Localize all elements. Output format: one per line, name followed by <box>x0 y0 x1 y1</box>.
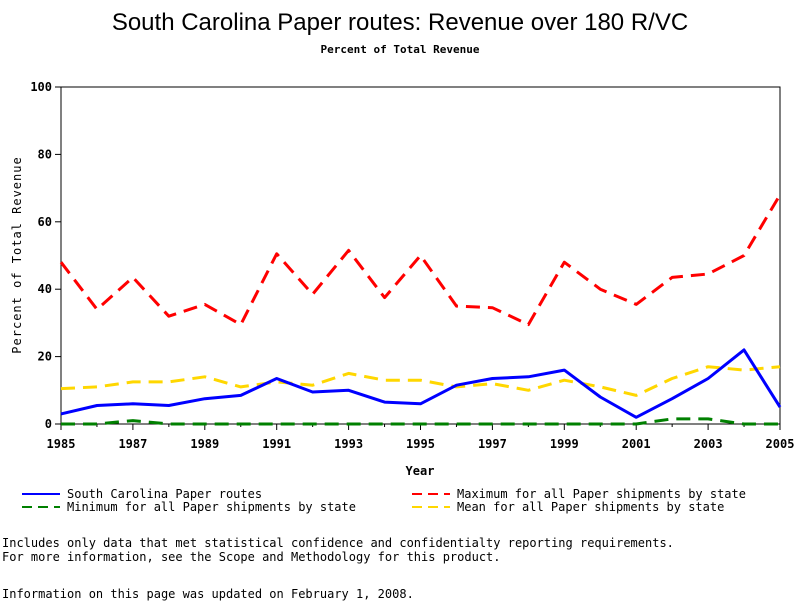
y-tick-label: 100 <box>30 80 52 94</box>
y-tick-label: 80 <box>38 147 52 161</box>
legend-label: Minimum for all Paper shipments by state <box>67 500 356 514</box>
y-tick-label: 20 <box>38 350 52 364</box>
series-line <box>60 365 781 397</box>
chart-title: South Carolina Paper routes: Revenue ove… <box>112 9 688 36</box>
y-tick-label: 0 <box>45 417 52 431</box>
series-lines <box>59 194 782 426</box>
x-tick-label: 1989 <box>190 437 219 451</box>
series-line <box>60 348 782 419</box>
legend-label: South Carolina Paper routes <box>67 487 262 501</box>
x-tick-label: 2003 <box>694 437 723 451</box>
x-tick-label: 2001 <box>622 437 651 451</box>
y-axis: 0 20 40 60 80 100 <box>30 80 61 431</box>
x-tick-label: 1987 <box>118 437 147 451</box>
legend-label: Mean for all Paper shipments by state <box>457 500 724 514</box>
x-tick-label: 1997 <box>478 437 507 451</box>
chart-subtitle: Percent of Total Revenue <box>321 43 480 56</box>
y-tick-label: 40 <box>38 282 52 296</box>
series-line <box>61 417 780 426</box>
x-axis: 1985 1987 1989 1991 1993 1995 1997 1999 2001 2003… <box>47 424 795 451</box>
x-tick-label: 1995 <box>406 437 435 451</box>
x-tick-label: 1991 <box>262 437 291 451</box>
update-note: Information on this page was updated on … <box>2 587 414 601</box>
series-line <box>59 194 782 327</box>
x-tick-label: 1993 <box>334 437 363 451</box>
x-axis-label: Year <box>406 464 435 478</box>
legend: South Carolina Paper routes Maximum for a… <box>22 487 746 514</box>
plot-frame <box>60 86 781 425</box>
methodology-note: For more information, see the Scope and … <box>2 550 501 564</box>
legend-label: Maximum for all Paper shipments by state <box>457 487 746 501</box>
x-tick-label: 2005 <box>766 437 795 451</box>
confidentiality-note: Includes only data that met statistical … <box>2 536 674 550</box>
line-chart: South Carolina Paper routes: Revenue ove… <box>10 9 795 514</box>
y-axis-label: Percent of Total Revenue <box>10 156 24 353</box>
x-tick-label: 1985 <box>47 437 76 451</box>
y-tick-label: 60 <box>38 215 52 229</box>
x-tick-label: 1999 <box>550 437 579 451</box>
